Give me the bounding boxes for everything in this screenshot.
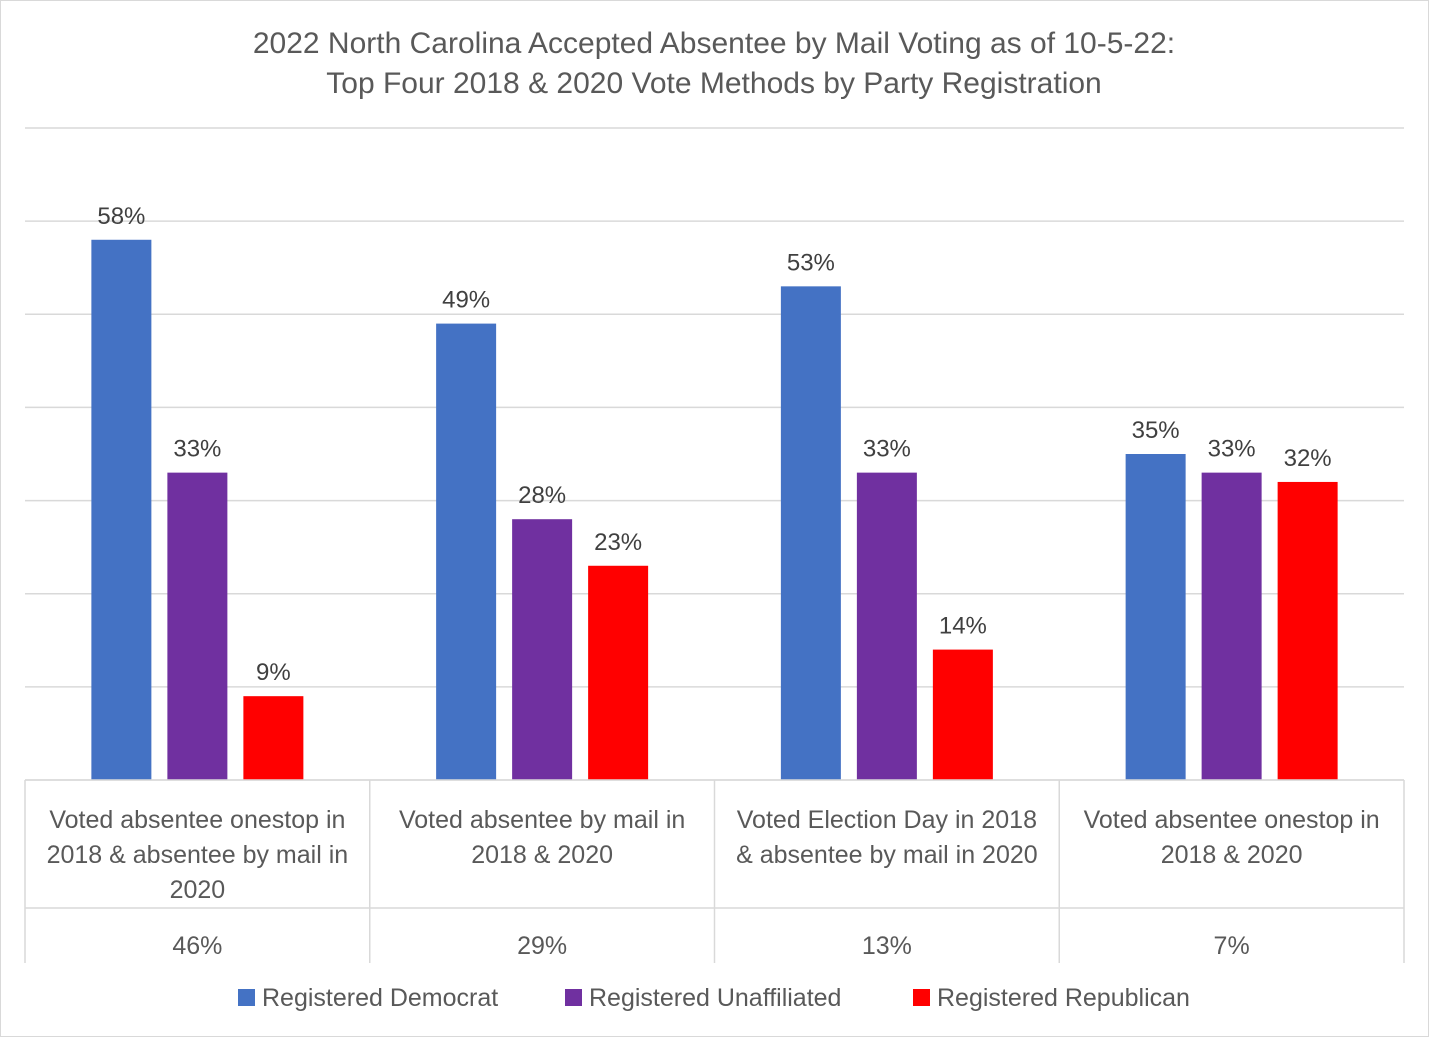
category-label: & absentee by mail in 2020 [736,841,1038,869]
bar [780,286,841,780]
category-label: Voted Election Day in 2018 [737,806,1037,834]
legend-label: Registered Unaffiliated [589,984,841,1012]
bar [1277,481,1338,780]
category-label: 2020 [170,876,226,904]
legend-label: Registered Democrat [262,984,498,1012]
legend-label: Registered Republican [937,984,1190,1012]
category-label: 2018 & 2020 [1161,841,1303,869]
legend-swatch [238,989,255,1006]
category-share-label: 29% [517,932,567,960]
bar [436,323,497,780]
legend: Registered Democrat Registered Unaffiliat… [238,984,1190,1012]
category-label: Voted absentee onestop in [49,806,345,834]
category-share-label: 13% [862,932,912,960]
data-label: 35% [1132,417,1180,444]
bar [588,565,649,780]
data-label: 33% [863,436,911,463]
data-label: 23% [594,529,642,556]
bar [856,472,917,780]
bar [1125,454,1186,780]
category-share-label: 7% [1214,932,1250,960]
legend-swatch [565,989,582,1006]
data-label: 32% [1284,445,1332,472]
chart-title: 2022 North Carolina Accepted Absentee by… [253,27,1175,60]
chart-subtitle: Top Four 2018 & 2020 Vote Methods by Par… [326,67,1101,100]
bars [91,239,1338,780]
category-label: Voted absentee onestop in [1084,806,1380,834]
category-axis: Voted absentee onestop in 2018 & absentee… [24,779,1405,963]
data-label: 58% [97,203,145,230]
bar [1201,472,1262,780]
bar [512,519,573,780]
bar [243,696,304,780]
bar [932,649,993,780]
category-label: Voted absentee by mail in [399,806,685,834]
data-label: 33% [1208,436,1256,463]
bar [91,239,152,780]
gridlines [25,127,1404,781]
data-label: 28% [518,482,566,509]
data-label: 14% [939,613,987,640]
category-share-label: 46% [172,932,222,960]
data-label: 33% [173,436,221,463]
category-label: 2018 & 2020 [471,841,613,869]
category-label: 2018 & absentee by mail in [47,841,349,869]
data-label: 9% [256,659,291,686]
legend-swatch [913,989,930,1006]
bar [167,472,228,780]
data-label: 53% [787,249,835,276]
data-labels: 58% 49% 53% 35% 33% 28% 33% 33% 9% 23% 14% 32% [97,203,1331,686]
data-label: 49% [442,287,490,314]
